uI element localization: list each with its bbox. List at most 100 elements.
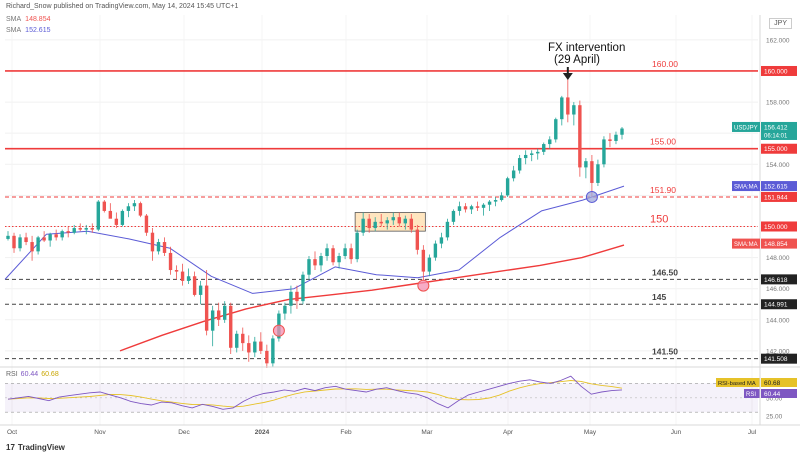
candle-body <box>361 218 365 233</box>
candle-body <box>325 248 329 257</box>
price-tag-value-box <box>761 121 797 140</box>
candle-body <box>343 248 347 257</box>
candle-body <box>253 341 257 353</box>
x-tick-label: Mar <box>421 429 433 436</box>
candle-body <box>463 206 468 210</box>
rsi-ma-tag-name: RSI-based MA <box>718 381 756 387</box>
moving-averages <box>4 185 625 352</box>
x-tick-label: Nov <box>94 429 106 436</box>
candle-body <box>241 333 245 344</box>
candle-body <box>542 144 546 152</box>
candle-body <box>596 164 600 183</box>
candle-body <box>602 139 606 165</box>
publish-byline: Richard_Snow published on TradingView.co… <box>6 3 239 10</box>
level-price-tag-text: 146.618 <box>764 277 788 284</box>
candle-body <box>554 119 558 140</box>
candle-body <box>355 232 359 260</box>
candle-body <box>457 206 462 211</box>
consolidation-box <box>354 212 426 232</box>
candle-body <box>295 291 299 302</box>
rsi-tag-name-box <box>744 389 760 398</box>
level-price-tag <box>761 191 797 202</box>
level-label: 141.50 <box>652 347 678 357</box>
currency-label[interactable]: JPY <box>769 18 792 29</box>
price-tag-value: 152.615 <box>764 184 788 191</box>
x-tick-label: 2024 <box>255 429 270 436</box>
candle-body <box>156 242 161 252</box>
candle-body <box>78 228 82 230</box>
candles <box>6 67 624 368</box>
candle-body <box>210 310 215 331</box>
candle-body <box>108 210 113 219</box>
candle-body <box>271 338 275 364</box>
candle-body <box>30 242 34 252</box>
y-tick-label: 144.000 <box>766 317 790 324</box>
candle-body <box>313 259 317 266</box>
candle-body <box>6 235 10 239</box>
annotation-arrow-head <box>562 73 573 80</box>
level-price-tag <box>761 299 797 310</box>
brand-label: TradingView <box>17 443 65 452</box>
candle-body <box>373 221 377 229</box>
price-tag-value: 156.412 <box>764 124 788 131</box>
candle-body <box>60 231 64 238</box>
candle-body <box>12 235 16 249</box>
price-tag-value-box <box>761 238 797 249</box>
candle-body <box>223 305 227 320</box>
price-tag-name: SMA:MA <box>734 242 758 248</box>
candle-body <box>349 248 353 260</box>
rsi-ma-tag-value-box <box>761 378 797 387</box>
x-tick-label: Apr <box>503 429 514 436</box>
candle-body <box>90 228 94 230</box>
price-tag-value-box <box>761 181 797 192</box>
x-tick-label: Jul <box>748 429 757 436</box>
candle-body <box>337 256 341 263</box>
x-tick-label: May <box>584 429 597 436</box>
y-tick-label: 146.000 <box>766 286 790 293</box>
candle-body <box>72 228 76 233</box>
candle-body <box>331 248 335 263</box>
annotation-line-1: FX intervention <box>548 42 625 54</box>
rsi-legend[interactable]: RSI 60.44 60.68 <box>6 371 59 378</box>
level-label: 155.00 <box>650 137 676 147</box>
sma-legend-label: SMA <box>6 16 22 23</box>
candle-body <box>84 228 88 230</box>
candle-body <box>319 256 323 266</box>
candle-body <box>102 201 107 211</box>
candle-body <box>385 220 389 224</box>
level-label: 151.90 <box>650 185 676 195</box>
candle-body <box>301 274 305 302</box>
sma-legend-1[interactable]: SMA 148.854 <box>6 16 50 23</box>
candle-body <box>445 221 450 238</box>
candle-body <box>511 170 516 179</box>
candle-body <box>415 229 420 250</box>
candle-body <box>530 153 534 155</box>
candle-body <box>162 242 167 253</box>
candle-body <box>590 161 594 183</box>
candle-body <box>614 134 618 141</box>
time-axis[interactable]: Oct Nov Dec 2024 Feb Mar Apr May Jun Jul <box>0 424 800 436</box>
price-tag-countdown: 06:14:01 <box>764 133 788 139</box>
candle-body <box>481 204 486 208</box>
rsi-tag-value-box <box>761 389 797 398</box>
level-price-tag <box>761 274 797 285</box>
sma-legend-label: SMA <box>6 27 22 34</box>
candle-body <box>180 271 185 281</box>
level-label: 160.00 <box>652 59 678 69</box>
y-tick-label: 158.000 <box>766 100 790 107</box>
candle-body <box>379 221 383 224</box>
sma-legend-2[interactable]: SMA 152.615 <box>6 27 50 34</box>
sma-50-line <box>4 185 625 294</box>
candle-body <box>427 257 432 272</box>
candle-body <box>307 259 311 275</box>
candle-body <box>198 285 203 295</box>
tradingview-brand[interactable]: 17 TradingView <box>6 443 65 452</box>
candle-body <box>367 218 371 229</box>
level-price-tag-text: 144.991 <box>764 302 788 309</box>
rsi-tick-label: 25.00 <box>766 413 783 420</box>
fx-intervention-annotation: FX intervention(29 April) <box>548 42 625 80</box>
rsi-tag-name: RSI <box>746 392 756 398</box>
candle-body <box>548 139 552 145</box>
